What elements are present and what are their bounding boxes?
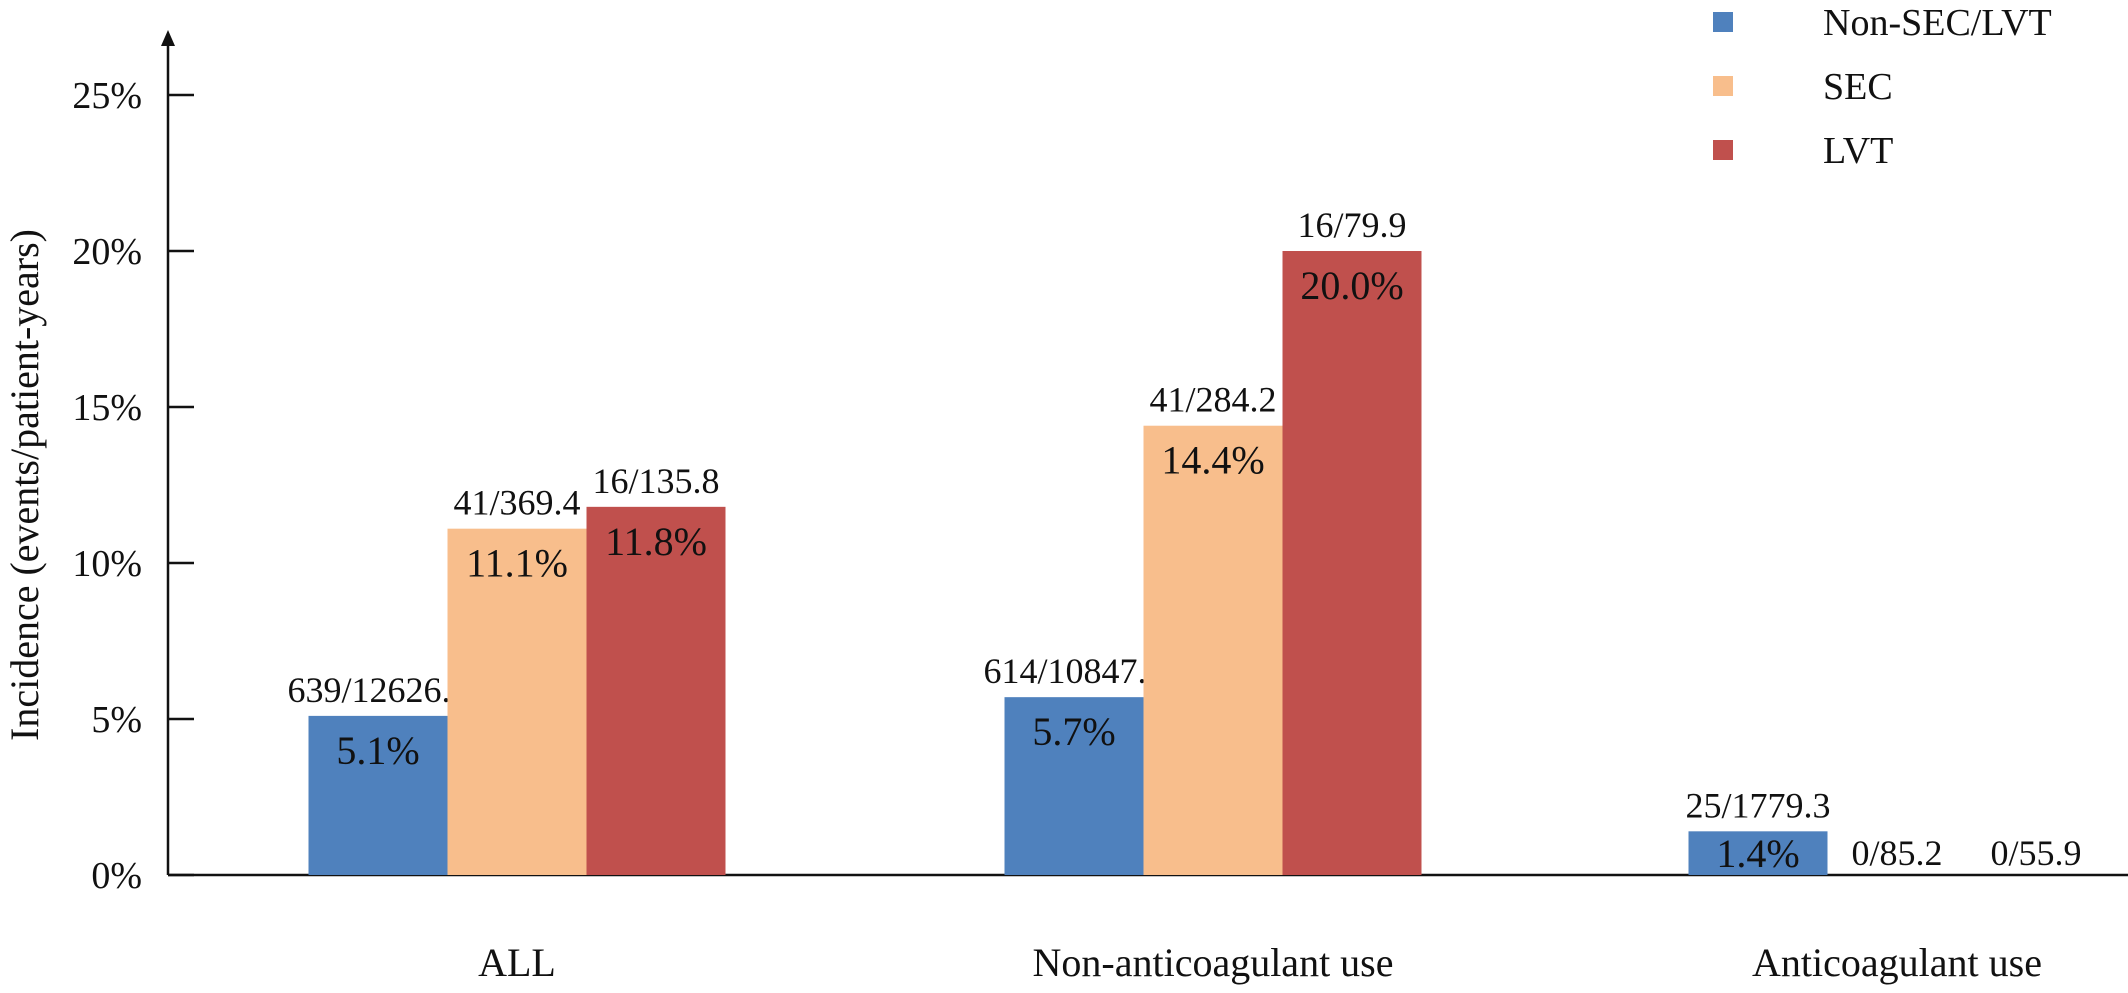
value-label-non-sec-lvt-non-anticoagulant-use: 5.7% [1032, 709, 1115, 754]
value-label-sec-all: 11.1% [466, 541, 568, 586]
y-tick-label: 0% [91, 855, 142, 897]
y-axis-label: Incidence (events/patient-years) [2, 229, 47, 741]
y-tick-label: 20% [72, 231, 142, 273]
bar-lvt-non-anticoagulant-use [1282, 251, 1422, 875]
legend: Non-SEC/LVT SEC LVT [1713, 2, 2052, 172]
bar-non-sec-lvt-anticoagulant-use [1688, 831, 1828, 875]
legend-swatch-non-sec-lvt [1713, 12, 1733, 32]
legend-swatch-lvt [1713, 140, 1733, 160]
count-label-non-sec-lvt-anticoagulant-use: 25/1779.3 [1685, 785, 1830, 825]
value-label-non-sec-lvt-anticoagulant-use: 1.4% [1716, 831, 1799, 876]
y-axis-ticks: 0% 5% 10% 15% 20% 25% [72, 75, 194, 897]
y-tick-label: 10% [72, 543, 142, 585]
legend-label-lvt: LVT [1823, 130, 1893, 172]
count-label-non-sec-lvt-all: 639/12626.8 [287, 670, 468, 710]
y-tick-label: 5% [91, 699, 142, 741]
value-label-lvt-all: 11.8% [605, 519, 707, 564]
legend-label-non-sec-lvt: Non-SEC/LVT [1823, 2, 2052, 44]
count-label-lvt-anticoagulant-use: 0/55.9 [1990, 833, 2081, 873]
y-axis-arrow [161, 30, 175, 46]
bar-lvt-all [586, 506, 726, 875]
bars: 639/12626.8 5.1% 41/369.4 11.1% 16/135.8 11.8… [287, 205, 2081, 876]
count-label-sec-non-anticoagulant-use: 41/284.2 [1149, 380, 1276, 420]
value-label-sec-non-anticoagulant-use: 14.4% [1161, 438, 1264, 483]
legend-label-sec: SEC [1823, 66, 1893, 108]
bar-sec-all [447, 528, 587, 875]
count-label-sec-all: 41/369.4 [453, 483, 580, 523]
y-tick-label: 25% [72, 75, 142, 117]
category-label-non-anticoagulant-use: Non-anticoagulant use [1033, 940, 1394, 985]
category-label-all: ALL [478, 940, 556, 985]
value-label-lvt-non-anticoagulant-use: 20.0% [1300, 263, 1403, 308]
category-labels: ALL Non-anticoagulant use Anticoagulant us… [478, 940, 2042, 985]
y-tick-label: 15% [72, 387, 142, 429]
bar-non-sec-lvt-non-anticoagulant-use [1004, 697, 1144, 875]
bar-sec-non-anticoagulant-use [1143, 425, 1283, 875]
legend-swatch-sec [1713, 76, 1733, 96]
count-label-lvt-all: 16/135.8 [592, 461, 719, 501]
value-label-non-sec-lvt-all: 5.1% [336, 728, 419, 773]
category-label-anticoagulant-use: Anticoagulant use [1752, 940, 2042, 985]
bar-non-sec-lvt-all [308, 715, 448, 875]
count-label-sec-anticoagulant-use: 0/85.2 [1851, 833, 1942, 873]
count-label-lvt-non-anticoagulant-use: 16/79.9 [1297, 205, 1406, 245]
count-label-non-sec-lvt-non-anticoagulant-use: 614/10847.5 [983, 651, 1164, 691]
